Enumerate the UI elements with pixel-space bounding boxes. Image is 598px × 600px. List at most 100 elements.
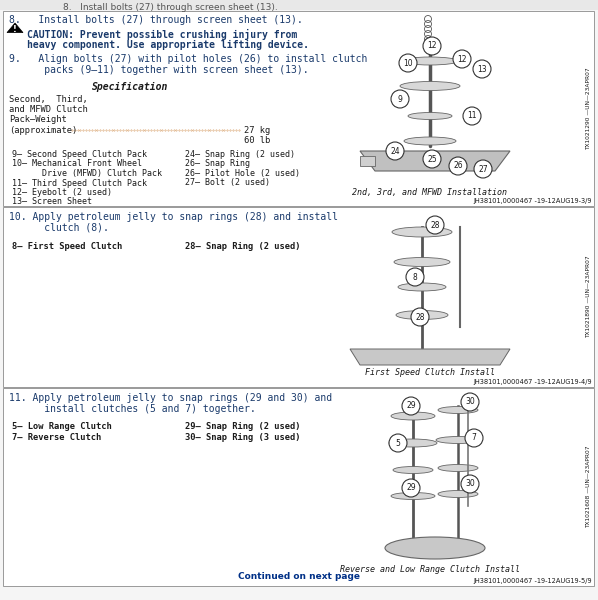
Circle shape: [406, 268, 424, 286]
FancyBboxPatch shape: [3, 388, 594, 586]
Text: 10— Mechanical Front Wheel: 10— Mechanical Front Wheel: [12, 160, 142, 169]
Text: 2nd, 3rd, and MFWD Installation: 2nd, 3rd, and MFWD Installation: [352, 188, 508, 197]
Text: !: !: [13, 25, 17, 34]
Polygon shape: [360, 151, 510, 171]
Text: (approximate): (approximate): [9, 126, 77, 135]
Ellipse shape: [436, 437, 480, 443]
Text: 12— Eyebolt (2 used): 12— Eyebolt (2 used): [12, 188, 112, 197]
Text: 5: 5: [395, 439, 401, 448]
Text: 8— First Speed Clutch: 8— First Speed Clutch: [12, 242, 122, 251]
Text: 30: 30: [465, 397, 475, 407]
Text: JH38101,0000467 -19-12AUG19-4/9: JH38101,0000467 -19-12AUG19-4/9: [474, 379, 592, 385]
Text: TX1021290 —UN—23APR07: TX1021290 —UN—23APR07: [586, 67, 591, 150]
Text: Continued on next page: Continued on next page: [238, 572, 360, 581]
Text: 10: 10: [403, 58, 413, 67]
Text: TX1021890 —UN—23APR07: TX1021890 —UN—23APR07: [586, 256, 591, 338]
Ellipse shape: [402, 57, 458, 65]
Circle shape: [473, 60, 491, 78]
Circle shape: [402, 479, 420, 497]
Circle shape: [423, 150, 441, 168]
Ellipse shape: [392, 227, 452, 237]
Text: Drive (MFWD) Clutch Pack: Drive (MFWD) Clutch Pack: [12, 169, 162, 178]
Circle shape: [391, 90, 409, 108]
Text: clutch (8).: clutch (8).: [9, 223, 109, 233]
Text: 11— Third Speed Clutch Pack: 11— Third Speed Clutch Pack: [12, 179, 147, 187]
Text: 5— Low Range Clutch: 5— Low Range Clutch: [12, 422, 112, 431]
Text: TX1021608 —UN—23APR07: TX1021608 —UN—23APR07: [586, 446, 591, 528]
Circle shape: [449, 157, 467, 175]
Circle shape: [453, 50, 471, 68]
Text: JH38101,0000467 -19-12AUG19-3/9: JH38101,0000467 -19-12AUG19-3/9: [474, 198, 592, 204]
Text: 7: 7: [472, 433, 477, 443]
Circle shape: [465, 429, 483, 447]
Text: Reverse and Low Range Clutch Install: Reverse and Low Range Clutch Install: [340, 565, 520, 574]
Text: 60 lb: 60 lb: [244, 136, 270, 145]
Text: 29— Snap Ring (2 used): 29— Snap Ring (2 used): [185, 422, 301, 431]
Text: 8: 8: [413, 272, 417, 281]
Ellipse shape: [385, 537, 485, 559]
FancyBboxPatch shape: [3, 207, 594, 387]
Text: 29: 29: [406, 484, 416, 493]
Text: Second,  Third,: Second, Third,: [9, 95, 88, 104]
Text: 30— Snap Ring (3 used): 30— Snap Ring (3 used): [185, 433, 301, 442]
Ellipse shape: [393, 467, 433, 473]
Text: 9— Second Speed Clutch Pack: 9— Second Speed Clutch Pack: [12, 150, 147, 159]
Circle shape: [474, 160, 492, 178]
Text: 28: 28: [430, 220, 440, 229]
Text: 13: 13: [477, 64, 487, 73]
Text: 8.   Install bolts (27) through screen sheet (13).: 8. Install bolts (27) through screen she…: [63, 3, 277, 12]
Ellipse shape: [389, 439, 437, 447]
Ellipse shape: [396, 311, 448, 319]
Ellipse shape: [391, 493, 435, 499]
Circle shape: [461, 475, 479, 493]
Circle shape: [426, 216, 444, 234]
Text: JH38101,0000467 -19-12AUG19-5/9: JH38101,0000467 -19-12AUG19-5/9: [474, 578, 592, 584]
Polygon shape: [360, 156, 375, 166]
Circle shape: [461, 393, 479, 411]
Text: 30: 30: [465, 479, 475, 488]
Text: 11. Apply petroleum jelly to snap rings (29 and 30) and: 11. Apply petroleum jelly to snap rings …: [9, 393, 332, 403]
Circle shape: [386, 142, 404, 160]
Circle shape: [389, 434, 407, 452]
Text: 26— Pilot Hole (2 used): 26— Pilot Hole (2 used): [185, 169, 300, 178]
Text: 9: 9: [398, 94, 402, 103]
Text: First Speed Clutch Install: First Speed Clutch Install: [365, 368, 495, 377]
Ellipse shape: [438, 407, 478, 413]
Polygon shape: [350, 349, 510, 365]
Circle shape: [423, 37, 441, 55]
Text: 29: 29: [406, 401, 416, 410]
Ellipse shape: [400, 82, 460, 91]
Ellipse shape: [410, 163, 450, 169]
Text: heavy component. Use appropriate lifting device.: heavy component. Use appropriate lifting…: [27, 40, 309, 50]
Text: 7— Reverse Clutch: 7— Reverse Clutch: [12, 433, 101, 442]
Ellipse shape: [408, 113, 452, 119]
Ellipse shape: [398, 283, 446, 291]
Text: 26: 26: [453, 161, 463, 170]
Text: 28: 28: [415, 313, 425, 322]
Text: 24— Snap Ring (2 used): 24— Snap Ring (2 used): [185, 150, 295, 159]
Text: 9.   Align bolts (27) with pilot holes (26) to install clutch: 9. Align bolts (27) with pilot holes (26…: [9, 54, 367, 64]
Circle shape: [463, 107, 481, 125]
Text: 10. Apply petroleum jelly to snap rings (28) and install: 10. Apply petroleum jelly to snap rings …: [9, 212, 338, 222]
Text: CAUTION: Prevent possible crushing injury from: CAUTION: Prevent possible crushing injur…: [27, 29, 297, 40]
Text: 27 kg: 27 kg: [244, 126, 270, 135]
Text: 11: 11: [467, 112, 477, 121]
Text: 8.   Install bolts (27) through screen sheet (13).: 8. Install bolts (27) through screen she…: [9, 15, 303, 25]
Text: 12: 12: [427, 41, 437, 50]
Text: 27— Bolt (2 used): 27— Bolt (2 used): [185, 179, 270, 187]
Circle shape: [399, 54, 417, 72]
Text: packs (9—11) together with screen sheet (13).: packs (9—11) together with screen sheet …: [9, 65, 309, 75]
Ellipse shape: [391, 412, 435, 420]
Text: and MFWD Clutch: and MFWD Clutch: [9, 105, 88, 114]
Text: Specification: Specification: [92, 82, 168, 92]
Text: 28— Snap Ring (2 used): 28— Snap Ring (2 used): [185, 242, 301, 251]
Text: 26— Snap Ring: 26— Snap Ring: [185, 160, 250, 169]
Text: 12: 12: [457, 55, 467, 64]
Bar: [0, 0, 598, 10]
Text: 25: 25: [427, 154, 437, 163]
Circle shape: [411, 308, 429, 326]
Text: Pack—Weight: Pack—Weight: [9, 115, 67, 124]
Ellipse shape: [394, 257, 450, 266]
Polygon shape: [7, 23, 23, 32]
Ellipse shape: [404, 137, 456, 145]
